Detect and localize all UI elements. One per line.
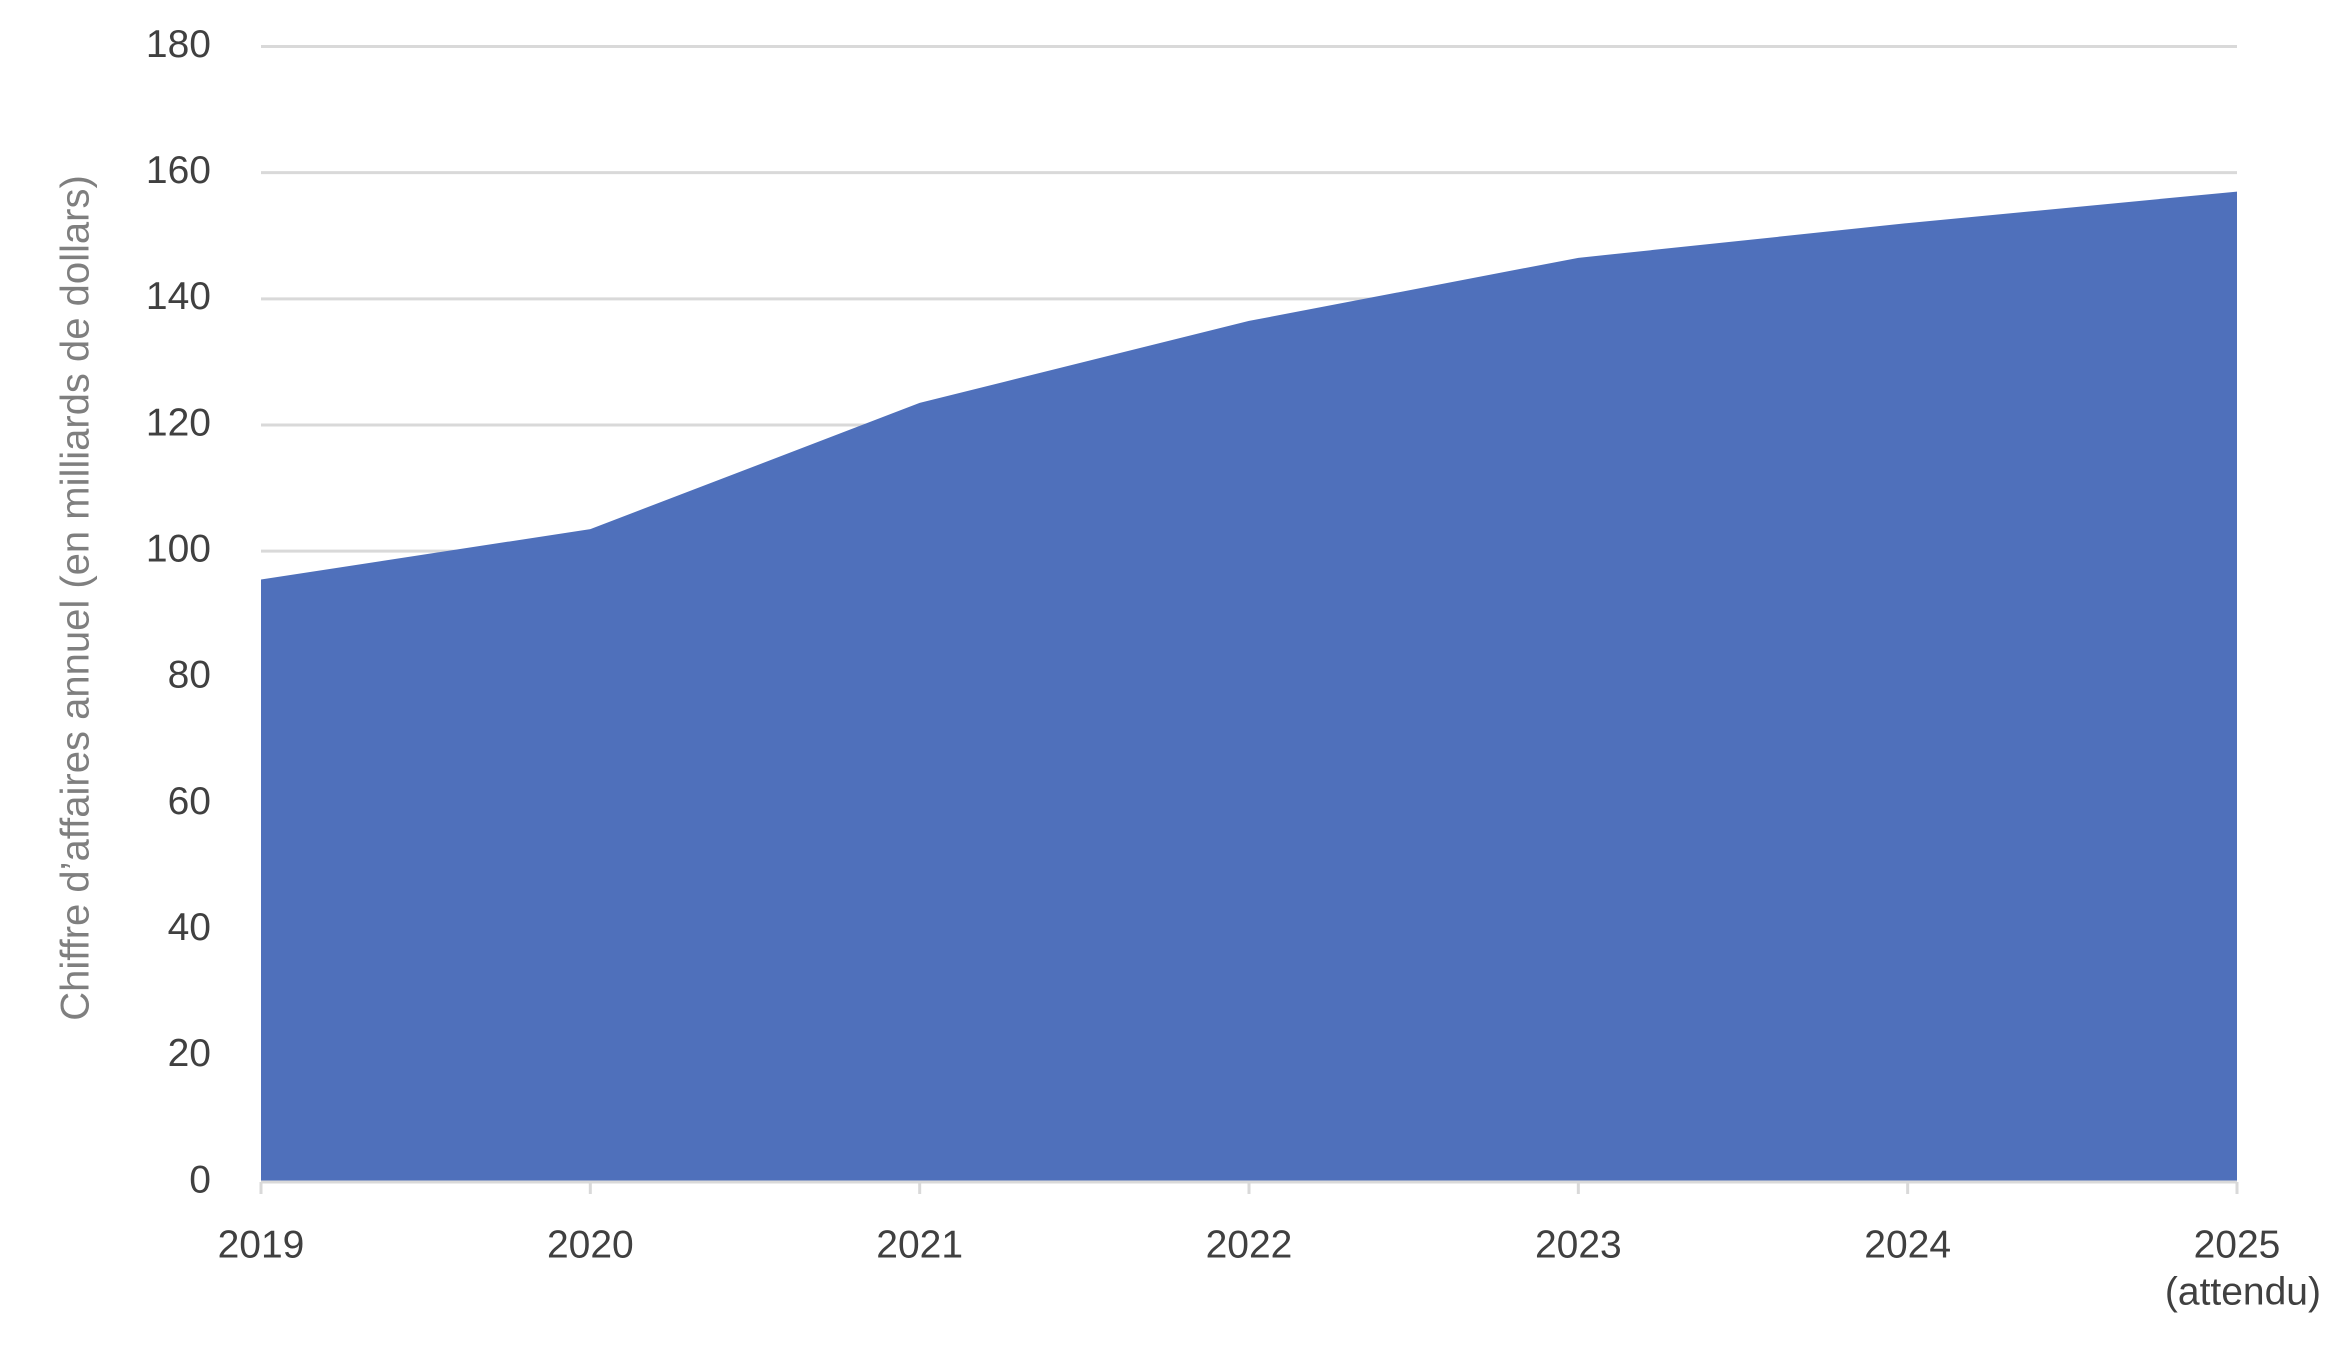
x-tick-label: 2019 (218, 1223, 305, 1266)
y-tick-label: 20 (168, 1032, 211, 1075)
x-tick-label: 2020 (547, 1223, 634, 1266)
y-tick-label: 40 (168, 906, 211, 949)
x-tick-label: 2025 (2194, 1223, 2281, 1266)
y-tick-label: 160 (146, 149, 211, 192)
y-tick-label: 80 (168, 654, 211, 697)
y-axis-label: Chiffre d’affaires annuel (en milliards … (54, 175, 98, 1021)
area (261, 191, 2237, 1182)
y-tick-label: 60 (168, 780, 211, 823)
y-tick-label: 120 (146, 401, 211, 444)
annotation: (attendu) (2165, 1270, 2321, 1313)
x-tick-label: 2024 (1864, 1223, 1951, 1266)
y-tick-label: 140 (146, 275, 211, 318)
y-tick-label: 180 (146, 23, 211, 66)
y-tick-label: 0 (189, 1158, 211, 1201)
x-tick-label: 2023 (1535, 1223, 1622, 1266)
x-tick-label: 2021 (876, 1223, 963, 1266)
x-tick-label: 2022 (1206, 1223, 1293, 1266)
y-tick-label: 100 (146, 527, 211, 570)
